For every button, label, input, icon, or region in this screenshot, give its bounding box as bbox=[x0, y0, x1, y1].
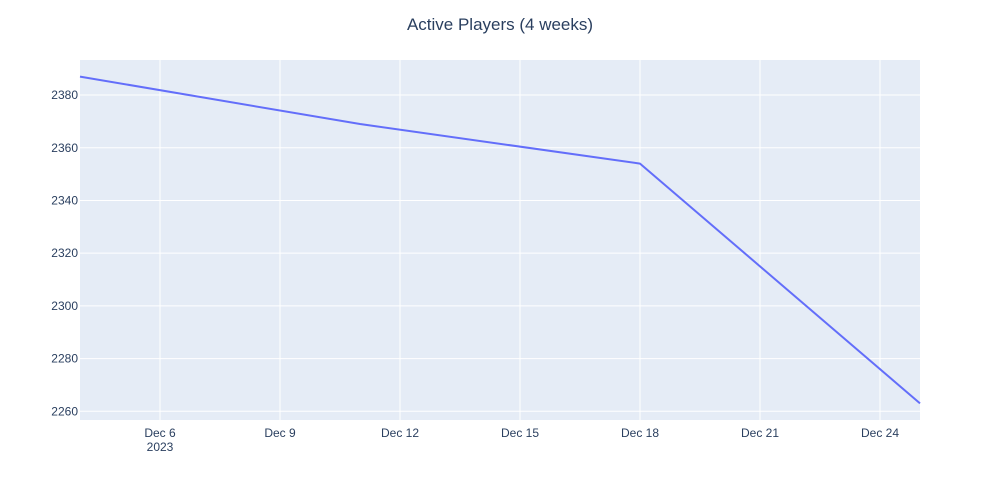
grid-lines bbox=[80, 60, 920, 420]
y-tick-label: 2260 bbox=[51, 404, 78, 418]
x-tick-label: Dec 6 bbox=[144, 426, 176, 440]
y-tick-label: 2360 bbox=[51, 141, 78, 155]
y-tick-label: 2300 bbox=[51, 299, 78, 313]
y-tick-label: 2320 bbox=[51, 246, 78, 260]
series-layer bbox=[79, 75, 921, 405]
series-line bbox=[79, 75, 921, 405]
y-tick-label: 2280 bbox=[51, 352, 78, 366]
y-tick-label: 2340 bbox=[51, 193, 78, 207]
x-tick-label: Dec 18 bbox=[621, 426, 659, 440]
chart-title: Active Players (4 weeks) bbox=[407, 15, 593, 34]
x-tick-label: Dec 9 bbox=[264, 426, 296, 440]
x-tick-label: Dec 24 bbox=[861, 426, 899, 440]
x-tick-label: Dec 21 bbox=[741, 426, 779, 440]
x-tick-label: Dec 12 bbox=[381, 426, 419, 440]
x-tick-sublabel: 2023 bbox=[147, 440, 174, 454]
y-tick-label: 2380 bbox=[51, 88, 78, 102]
plot-area bbox=[80, 60, 920, 420]
x-tick-label: Dec 15 bbox=[501, 426, 539, 440]
y-axis: 2260 2280 2300 2320 2340 2360 2380 bbox=[51, 88, 78, 418]
